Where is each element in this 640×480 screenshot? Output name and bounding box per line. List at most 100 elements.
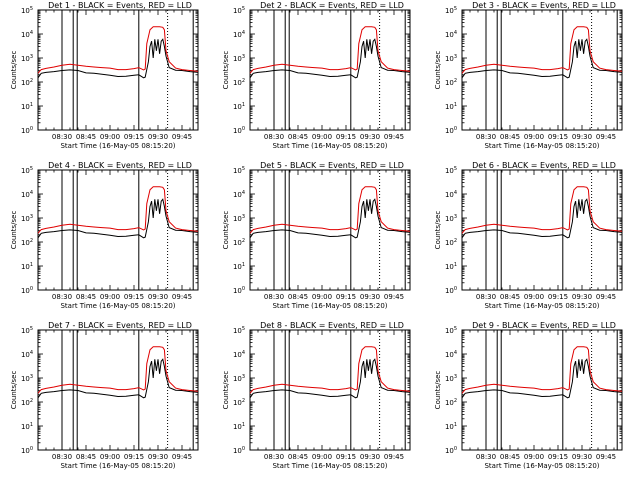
y-tick-label: 105 xyxy=(233,6,245,15)
x-tick-label: 09:15 xyxy=(124,293,144,301)
y-tick-label: 100 xyxy=(21,286,33,295)
y-tick-label: 105 xyxy=(233,326,245,335)
x-tick-label: 09:45 xyxy=(384,293,404,301)
y-tick-label: 104 xyxy=(233,30,245,39)
series-line-lld xyxy=(461,346,623,394)
x-tick-label: 08:30 xyxy=(52,453,72,461)
x-tick-label: 09:15 xyxy=(124,453,144,461)
x-axis-label: Start Time (16-May-05 08:15:20) xyxy=(272,462,387,470)
x-tick-label: 09:15 xyxy=(336,293,356,301)
y-tick-label: 104 xyxy=(445,190,457,199)
y-tick-label: 102 xyxy=(233,238,245,247)
x-tick-label: 09:45 xyxy=(384,453,404,461)
y-tick-label: 103 xyxy=(233,374,245,383)
x-tick-label: 09:00 xyxy=(312,133,332,141)
x-tick-label: 08:45 xyxy=(500,133,520,141)
x-tick-label: 09:30 xyxy=(148,453,168,461)
y-axis-label: Counts/sec xyxy=(10,51,18,90)
x-tick-label: 09:30 xyxy=(148,293,168,301)
x-tick-label: 09:45 xyxy=(384,133,404,141)
panel-det-2: Det 2 - BLACK = Events, RED = LLD 100 101 1… xyxy=(222,1,411,150)
x-tick-label: 09:30 xyxy=(572,133,592,141)
y-tick-label: 105 xyxy=(21,6,33,15)
x-axis-label: Start Time (16-May-05 08:15:20) xyxy=(272,142,387,150)
x-tick-label: 08:30 xyxy=(264,453,284,461)
y-tick-label: 102 xyxy=(21,238,33,247)
x-tick-label: 08:45 xyxy=(76,293,96,301)
y-tick-label: 103 xyxy=(233,214,245,223)
panel-title: Det 5 - BLACK = Events, RED = LLD xyxy=(260,161,404,170)
x-tick-label: 09:00 xyxy=(312,453,332,461)
y-tick-label: 104 xyxy=(21,30,33,39)
panel-title: Det 1 - BLACK = Events, RED = LLD xyxy=(48,1,192,10)
x-tick-label: 09:30 xyxy=(572,453,592,461)
panel-det-3: Det 3 - BLACK = Events, RED = LLD 100 101 1… xyxy=(434,1,623,150)
panel-title: Det 9 - BLACK = Events, RED = LLD xyxy=(472,321,616,330)
x-tick-label: 09:15 xyxy=(336,453,356,461)
x-tick-label: 08:30 xyxy=(476,293,496,301)
x-tick-label: 08:30 xyxy=(52,293,72,301)
panel-title: Det 6 - BLACK = Events, RED = LLD xyxy=(472,161,616,170)
y-tick-label: 100 xyxy=(445,126,457,135)
series-line-lld xyxy=(37,186,199,234)
x-tick-label: 09:30 xyxy=(572,293,592,301)
series-line-events xyxy=(461,38,623,79)
y-tick-label: 102 xyxy=(445,398,457,407)
y-tick-label: 103 xyxy=(21,214,33,223)
y-tick-label: 100 xyxy=(233,286,245,295)
series-line-events xyxy=(37,198,199,239)
x-tick-label: 09:45 xyxy=(596,293,616,301)
y-tick-label: 105 xyxy=(445,326,457,335)
series-line-events xyxy=(249,198,411,239)
y-tick-label: 100 xyxy=(21,446,33,455)
series-line-lld xyxy=(249,26,411,74)
series-line-lld xyxy=(249,186,411,234)
x-tick-label: 09:45 xyxy=(596,133,616,141)
x-tick-label: 08:45 xyxy=(288,293,308,301)
series-line-lld xyxy=(461,186,623,234)
panel-title: Det 3 - BLACK = Events, RED = LLD xyxy=(472,1,616,10)
y-tick-label: 105 xyxy=(21,166,33,175)
y-axis-label: Counts/sec xyxy=(10,371,18,410)
y-tick-label: 102 xyxy=(233,78,245,87)
y-tick-label: 101 xyxy=(445,422,457,431)
y-tick-label: 100 xyxy=(445,446,457,455)
y-tick-label: 101 xyxy=(21,262,33,271)
y-tick-label: 104 xyxy=(445,30,457,39)
x-tick-label: 09:00 xyxy=(312,293,332,301)
y-axis-label: Counts/sec xyxy=(222,371,230,410)
y-tick-label: 103 xyxy=(233,54,245,63)
panel-det-7: Det 7 - BLACK = Events, RED = LLD 100 101 1… xyxy=(10,321,199,470)
panel-det-4: Det 4 - BLACK = Events, RED = LLD 100 101 1… xyxy=(10,161,199,310)
y-tick-label: 100 xyxy=(233,126,245,135)
y-tick-label: 103 xyxy=(21,54,33,63)
series-line-lld xyxy=(37,346,199,394)
y-tick-label: 104 xyxy=(21,190,33,199)
x-tick-label: 08:45 xyxy=(76,133,96,141)
y-tick-label: 105 xyxy=(233,166,245,175)
y-tick-label: 102 xyxy=(445,78,457,87)
series-line-lld xyxy=(37,26,199,74)
x-tick-label: 08:30 xyxy=(264,133,284,141)
y-tick-label: 104 xyxy=(233,350,245,359)
y-tick-label: 105 xyxy=(445,6,457,15)
x-axis-label: Start Time (16-May-05 08:15:20) xyxy=(60,302,175,310)
y-tick-label: 105 xyxy=(445,166,457,175)
series-line-events xyxy=(461,198,623,239)
y-axis-label: Counts/sec xyxy=(434,211,442,250)
y-tick-label: 105 xyxy=(21,326,33,335)
x-tick-label: 09:00 xyxy=(100,293,120,301)
x-axis-label: Start Time (16-May-05 08:15:20) xyxy=(484,142,599,150)
x-axis-label: Start Time (16-May-05 08:15:20) xyxy=(272,302,387,310)
x-tick-label: 09:45 xyxy=(172,453,192,461)
x-tick-label: 09:45 xyxy=(172,133,192,141)
y-axis-label: Counts/sec xyxy=(222,211,230,250)
y-tick-label: 101 xyxy=(445,102,457,111)
panel-det-6: Det 6 - BLACK = Events, RED = LLD 100 101 1… xyxy=(434,161,623,310)
x-tick-label: 08:45 xyxy=(500,453,520,461)
x-tick-label: 09:00 xyxy=(100,133,120,141)
y-tick-label: 101 xyxy=(21,422,33,431)
series-line-events xyxy=(249,358,411,399)
x-tick-label: 09:00 xyxy=(524,293,544,301)
panel-det-9: Det 9 - BLACK = Events, RED = LLD 100 101 1… xyxy=(434,321,623,470)
